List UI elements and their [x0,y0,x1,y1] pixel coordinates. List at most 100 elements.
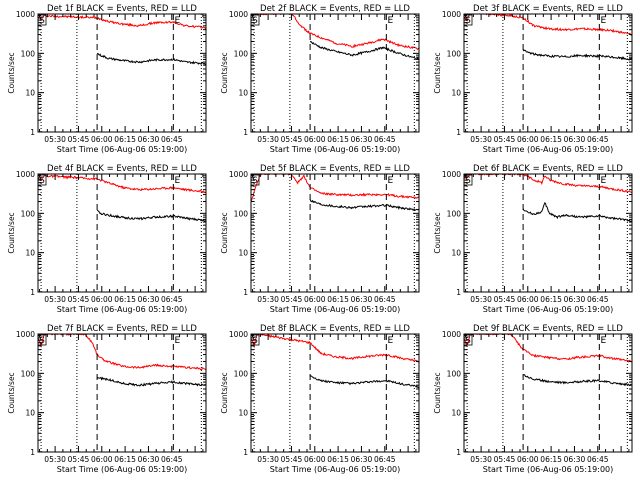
x-tick-label: 05:30 [257,295,279,304]
x-tick-label: 05:30 [257,135,279,144]
plot-frame [250,333,420,453]
x-tick-label: 06:00 [304,455,326,464]
series-group [251,174,419,211]
start-marker-label: S [465,336,471,346]
y-tick-label: 1 [243,128,248,137]
chart-title: Det 4f BLACK = Events, RED = LLD [47,164,197,174]
x-tick-label: 06:30 [564,135,586,144]
y-axis-label: Counts/sec [220,212,229,253]
x-tick-label: 05:30 [470,135,492,144]
x-tick-label: 06:15 [114,455,136,464]
x-tick-label: 06:45 [374,295,396,304]
y-tick-label: 10 [238,249,248,258]
x-tick-label: 06:30 [351,455,373,464]
plot-frame [250,173,420,293]
x-axis-label: Start Time (06-Aug-06 05:19:00) [57,145,188,154]
start-marker-label: S [252,176,258,186]
series-line-black [96,52,206,66]
series-group [464,334,632,387]
x-tick-label: 05:45 [494,455,516,464]
series-line-black [522,201,632,222]
end-marker-label: E [600,176,606,186]
y-tick-label: 100 [447,209,462,218]
y-tick-label: 10 [451,89,461,98]
plot-frame [463,333,633,453]
end-marker-label: E [387,336,393,346]
x-tick-label: 06:15 [540,455,562,464]
series-line-red [251,334,419,363]
y-tick-label: 100 [21,209,36,218]
series-line-black [96,376,206,387]
x-tick-label: 06:30 [351,135,373,144]
series-line-red [464,334,632,363]
x-tick-label: 05:45 [281,455,303,464]
series-line-red [38,14,206,30]
x-tick-label: 06:45 [587,135,609,144]
series-line-black [309,375,419,389]
x-tick-label: 05:45 [281,135,303,144]
x-tick-label: 05:30 [257,455,279,464]
y-tick-label: 1 [30,448,35,457]
y-tick-label: 1 [456,448,461,457]
chart-title: Det 3f BLACK = Events, RED = LLD [473,4,623,14]
x-tick-label: 06:00 [517,295,539,304]
y-axis-label: Counts/sec [7,212,16,253]
y-tick-label: 1000 [16,10,35,19]
series-line-red [38,174,206,194]
series-line-red [251,174,419,202]
x-axis-label: Start Time (06-Aug-06 05:19:00) [270,305,401,314]
y-tick-label: 100 [234,209,249,218]
x-axis-label: Start Time (06-Aug-06 05:19:00) [270,465,401,474]
x-tick-label: 06:30 [351,295,373,304]
end-marker-label: E [387,176,393,186]
start-marker-label: S [465,16,471,26]
x-tick-label: 05:30 [44,295,66,304]
x-tick-label: 06:00 [91,295,113,304]
y-tick-label: 10 [25,89,35,98]
y-axis-label: Counts/sec [7,372,16,413]
y-axis-label: Counts/sec [220,372,229,413]
chart-title: Det 7f BLACK = Events, RED = LLD [47,324,197,334]
x-tick-label: 05:45 [68,295,90,304]
x-tick-label: 06:45 [587,295,609,304]
x-tick-label: 06:30 [138,295,160,304]
y-tick-label: 10 [451,409,461,418]
start-marker-label: S [39,336,45,346]
series-line-red [38,334,206,370]
series-line-black [522,374,632,387]
y-tick-label: 1 [456,128,461,137]
y-tick-label: 1 [30,288,35,297]
series-group [464,174,632,222]
y-tick-label: 100 [21,49,36,58]
x-tick-label: 06:00 [91,135,113,144]
start-marker-label: S [252,336,258,346]
x-tick-label: 06:30 [138,455,160,464]
y-axis-label: Counts/sec [7,52,16,93]
start-marker-label: S [465,176,471,186]
y-tick-label: 1 [243,448,248,457]
x-tick-label: 06:30 [564,295,586,304]
x-tick-label: 05:30 [44,455,66,464]
y-tick-label: 10 [238,89,248,98]
x-tick-label: 06:15 [540,295,562,304]
series-group [251,334,419,389]
y-tick-label: 10 [25,249,35,258]
series-group [251,14,419,60]
x-tick-label: 06:45 [587,455,609,464]
x-tick-label: 05:30 [470,295,492,304]
y-tick-label: 100 [234,49,249,58]
x-tick-label: 05:30 [470,455,492,464]
series-group [38,334,206,387]
x-tick-label: 06:00 [304,135,326,144]
series-line-black [309,199,419,211]
y-tick-label: 1000 [229,330,248,339]
chart-title: Det 6f BLACK = Events, RED = LLD [473,164,623,174]
